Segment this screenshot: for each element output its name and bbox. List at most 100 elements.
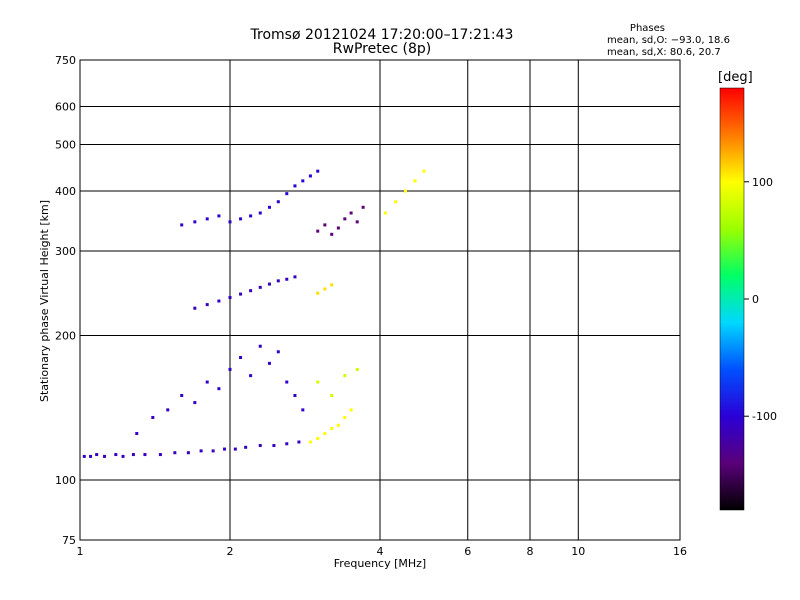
data-point	[336, 226, 340, 230]
data-point	[276, 200, 280, 204]
data-point	[355, 367, 359, 371]
data-point	[258, 344, 262, 348]
data-point	[239, 292, 243, 296]
data-point	[308, 440, 312, 444]
data-point	[249, 289, 253, 293]
data-point	[323, 223, 327, 227]
colorbar-ticks: 100 0 -100	[744, 176, 777, 423]
data-point	[180, 223, 184, 227]
y-tick-label: 75	[62, 534, 76, 547]
x-axis-label: Frequency [MHz]	[333, 557, 427, 570]
data-point	[276, 279, 280, 283]
grid-lines	[80, 60, 680, 540]
data-point	[301, 179, 305, 183]
data-point	[316, 437, 320, 441]
data-point	[244, 445, 248, 449]
data-point	[166, 408, 170, 412]
data-point	[151, 415, 155, 419]
y-axis-label: Stationary phase Virtual Height [km]	[38, 199, 51, 403]
data-point	[193, 220, 197, 224]
phases-title: Phases	[629, 23, 665, 34]
data-point	[297, 440, 301, 444]
x-tick-label: 4	[377, 545, 384, 558]
data-point	[403, 189, 407, 193]
data-point	[258, 211, 262, 215]
x-tick-label: 6	[464, 545, 471, 558]
data-point	[330, 283, 334, 287]
data-point	[308, 174, 312, 178]
data-point	[258, 285, 262, 289]
y-tick-label: 200	[55, 330, 76, 343]
data-point	[285, 192, 289, 196]
data-point	[249, 214, 253, 218]
colorbar	[719, 87, 745, 511]
data-point	[186, 451, 190, 455]
data-point	[361, 205, 365, 209]
data-point	[180, 394, 184, 398]
data-point	[193, 306, 197, 310]
data-point	[355, 220, 359, 224]
x-tick-label: 10	[571, 545, 585, 558]
chart-subtitle: RwPretec (8p)	[332, 41, 432, 57]
data-point	[82, 454, 86, 458]
data-point	[316, 291, 320, 295]
data-point	[301, 408, 305, 412]
y-tick-label: 500	[55, 139, 76, 152]
data-point	[323, 432, 327, 436]
data-point	[228, 367, 232, 371]
data-point	[267, 205, 271, 209]
data-point	[114, 453, 118, 457]
data-point	[285, 380, 289, 384]
x-tick-label: 2	[227, 545, 234, 558]
data-point	[233, 447, 237, 451]
data-point	[330, 232, 334, 236]
data-point	[330, 394, 334, 398]
data-point	[422, 169, 426, 173]
data-point	[258, 444, 262, 448]
data-point	[199, 449, 203, 453]
colorbar-unit-label: [deg]	[718, 70, 753, 85]
data-point	[285, 277, 289, 281]
colorbar-tick-label: -100	[752, 410, 777, 423]
x-tick-label: 16	[673, 545, 687, 558]
data-point	[173, 451, 177, 455]
y-tick-label: 750	[55, 54, 76, 67]
data-points	[82, 169, 426, 458]
data-point	[272, 444, 276, 448]
data-point	[316, 229, 320, 233]
phases-x-stats: mean, sd,X: 80.6, 20.7	[607, 47, 721, 58]
data-point	[89, 454, 93, 458]
data-point	[343, 415, 347, 419]
data-point	[323, 287, 327, 291]
colorbar-tick-label: 100	[752, 176, 773, 189]
data-point	[267, 361, 271, 365]
y-tick-label: 300	[55, 245, 76, 258]
colorbar-tick-label: 0	[752, 293, 759, 306]
y-tick-label: 600	[55, 101, 76, 114]
axis-ticks: 1 2 4 6 8 10 16 75 100 200 300 400 500 600 750	[55, 54, 687, 558]
data-point	[217, 299, 221, 303]
data-point	[293, 184, 297, 188]
data-point	[211, 449, 215, 453]
data-point	[121, 454, 125, 458]
data-point	[158, 453, 162, 457]
y-tick-label: 400	[55, 185, 76, 198]
data-point	[267, 282, 271, 286]
data-point	[293, 394, 297, 398]
data-point	[349, 408, 353, 412]
data-point	[135, 432, 139, 436]
data-point	[343, 374, 347, 378]
data-point	[205, 217, 209, 221]
data-point	[193, 401, 197, 405]
data-point	[95, 453, 99, 457]
data-point	[143, 453, 147, 457]
data-point	[316, 380, 320, 384]
data-point	[349, 211, 353, 215]
data-point	[239, 217, 243, 221]
chart-title: Tromsø 20121024 17:20:00–17:21:43	[250, 27, 514, 43]
data-point	[336, 423, 340, 427]
y-tick-label: 100	[55, 474, 76, 487]
data-point	[205, 380, 209, 384]
data-point	[413, 179, 417, 183]
